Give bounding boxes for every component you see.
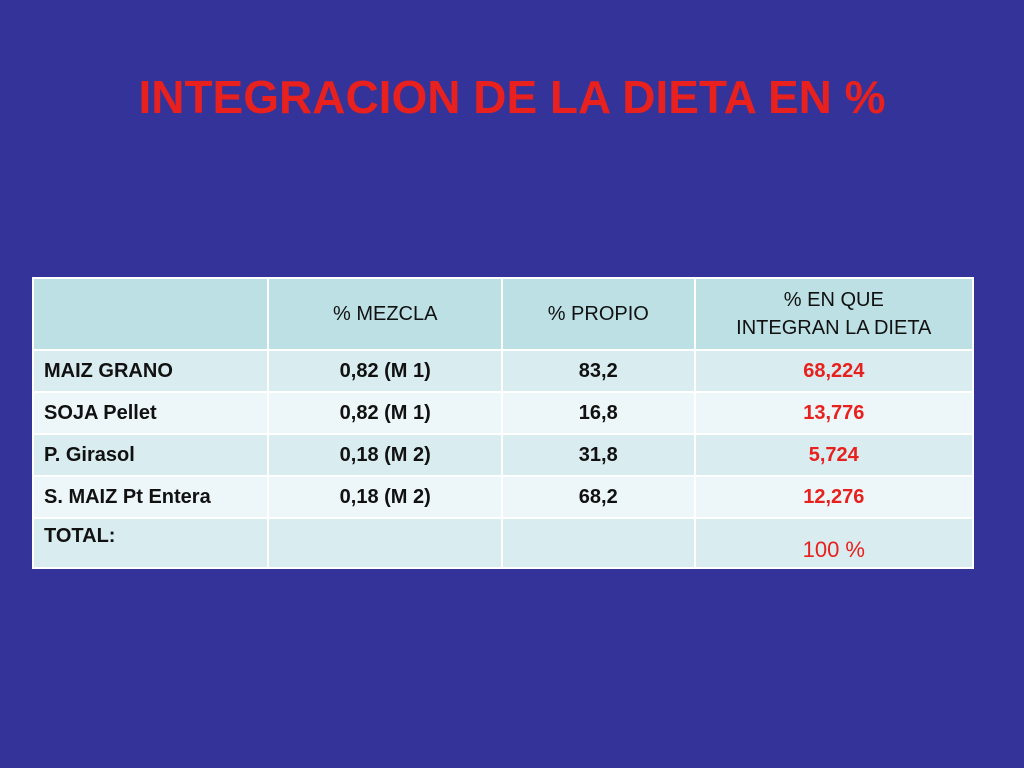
table-row: MAIZ GRANO 0,82 (M 1) 83,2 68,224 [31,349,975,393]
header-empty [31,277,270,351]
row-propio: 31,8 [500,433,696,477]
header-propio: % PROPIO [500,277,696,351]
row-mezcla: 0,18 (M 2) [267,475,503,519]
row-integran: 13,776 [693,391,975,435]
table-header-row: % MEZCLA % PROPIO % EN QUE INTEGRAN LA DI… [31,277,975,351]
row-name: SOJA Pellet [31,391,270,435]
diet-table: % MEZCLA % PROPIO % EN QUE INTEGRAN LA DI… [31,277,975,569]
row-propio: 83,2 [500,349,696,393]
row-propio: 16,8 [500,391,696,435]
row-integran: 5,724 [693,433,975,477]
total-label: TOTAL: [31,517,270,569]
table-row: SOJA Pellet 0,82 (M 1) 16,8 13,776 [31,391,975,435]
row-name: S. MAIZ Pt Entera [31,475,270,519]
row-mezcla: 0,82 (M 1) [267,349,503,393]
row-mezcla: 0,82 (M 1) [267,391,503,435]
header-integran: % EN QUE INTEGRAN LA DIETA [693,277,975,351]
table-row: S. MAIZ Pt Entera 0,18 (M 2) 68,2 12,276 [31,475,975,519]
row-name: P. Girasol [31,433,270,477]
row-propio: 68,2 [500,475,696,519]
row-integran: 12,276 [693,475,975,519]
row-integran: 68,224 [693,349,975,393]
table-row: P. Girasol 0,18 (M 2) 31,8 5,724 [31,433,975,477]
header-mezcla: % MEZCLA [267,277,503,351]
total-value: 100 % [693,517,975,569]
row-name: MAIZ GRANO [31,349,270,393]
total-propio [500,517,696,569]
row-mezcla: 0,18 (M 2) [267,433,503,477]
total-row: TOTAL: 100 % [31,517,975,569]
total-mezcla [267,517,503,569]
slide-title: INTEGRACION DE LA DIETA EN % [138,71,886,123]
